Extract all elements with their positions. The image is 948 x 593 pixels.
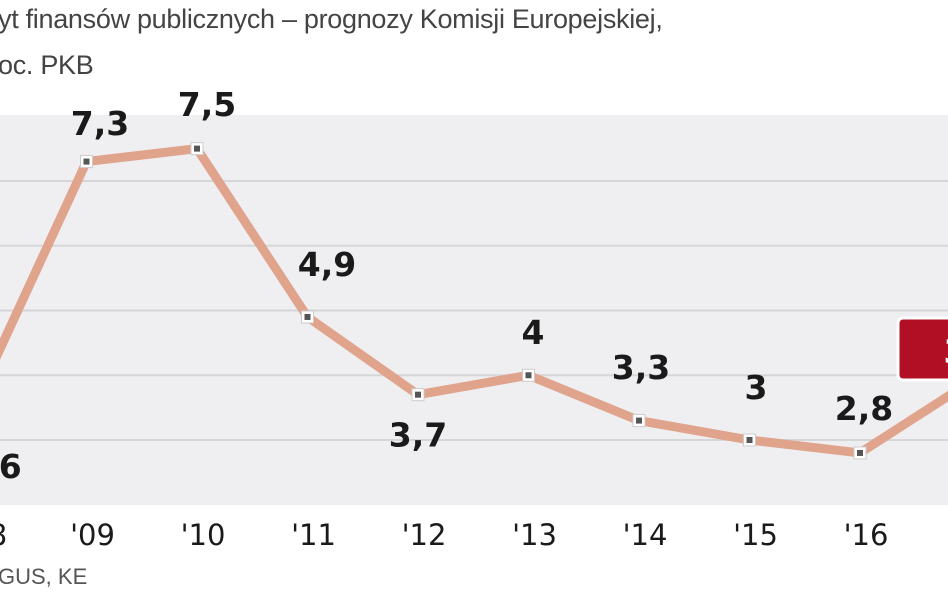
source-note: GUS, KE (0, 564, 88, 589)
data-label: 3,3 (612, 348, 670, 387)
x-tick-label: '10 (181, 518, 226, 552)
data-point-center (636, 417, 642, 424)
x-tick-label: '13 (512, 518, 557, 552)
chart-title-line1: yt finansów publicznych – prognozy Komis… (0, 4, 663, 34)
data-label: 4 (522, 313, 545, 352)
data-label: 4,9 (298, 245, 356, 284)
chart-title-line2: oc. PKB (0, 50, 94, 80)
data-point-center (415, 391, 421, 398)
data-point-center (304, 313, 311, 320)
x-tick-label: '11 (291, 518, 336, 552)
data-point-center (525, 372, 532, 379)
highlight-label-box (896, 316, 948, 382)
x-tick-label: '15 (733, 518, 778, 552)
data-label: 7,3 (71, 104, 129, 143)
x-tick-label: '12 (402, 518, 447, 552)
x-tick-label: '14 (623, 518, 668, 552)
x-tick-label: '16 (844, 518, 889, 552)
data-label: ,6 (0, 447, 22, 486)
x-tick-label: 8 (0, 518, 7, 552)
series-line (0, 144, 948, 458)
data-point-center (83, 158, 90, 165)
data-label: 7,5 (178, 85, 236, 124)
data-label: 3 (745, 368, 768, 407)
data-point-center (194, 145, 200, 152)
data-point-center (746, 437, 753, 443)
data-label: 3 (944, 332, 948, 371)
data-point-center (857, 449, 863, 456)
data-label: 3,7 (389, 416, 447, 455)
x-tick-label: '09 (70, 518, 115, 552)
data-label: 2,8 (835, 389, 893, 428)
